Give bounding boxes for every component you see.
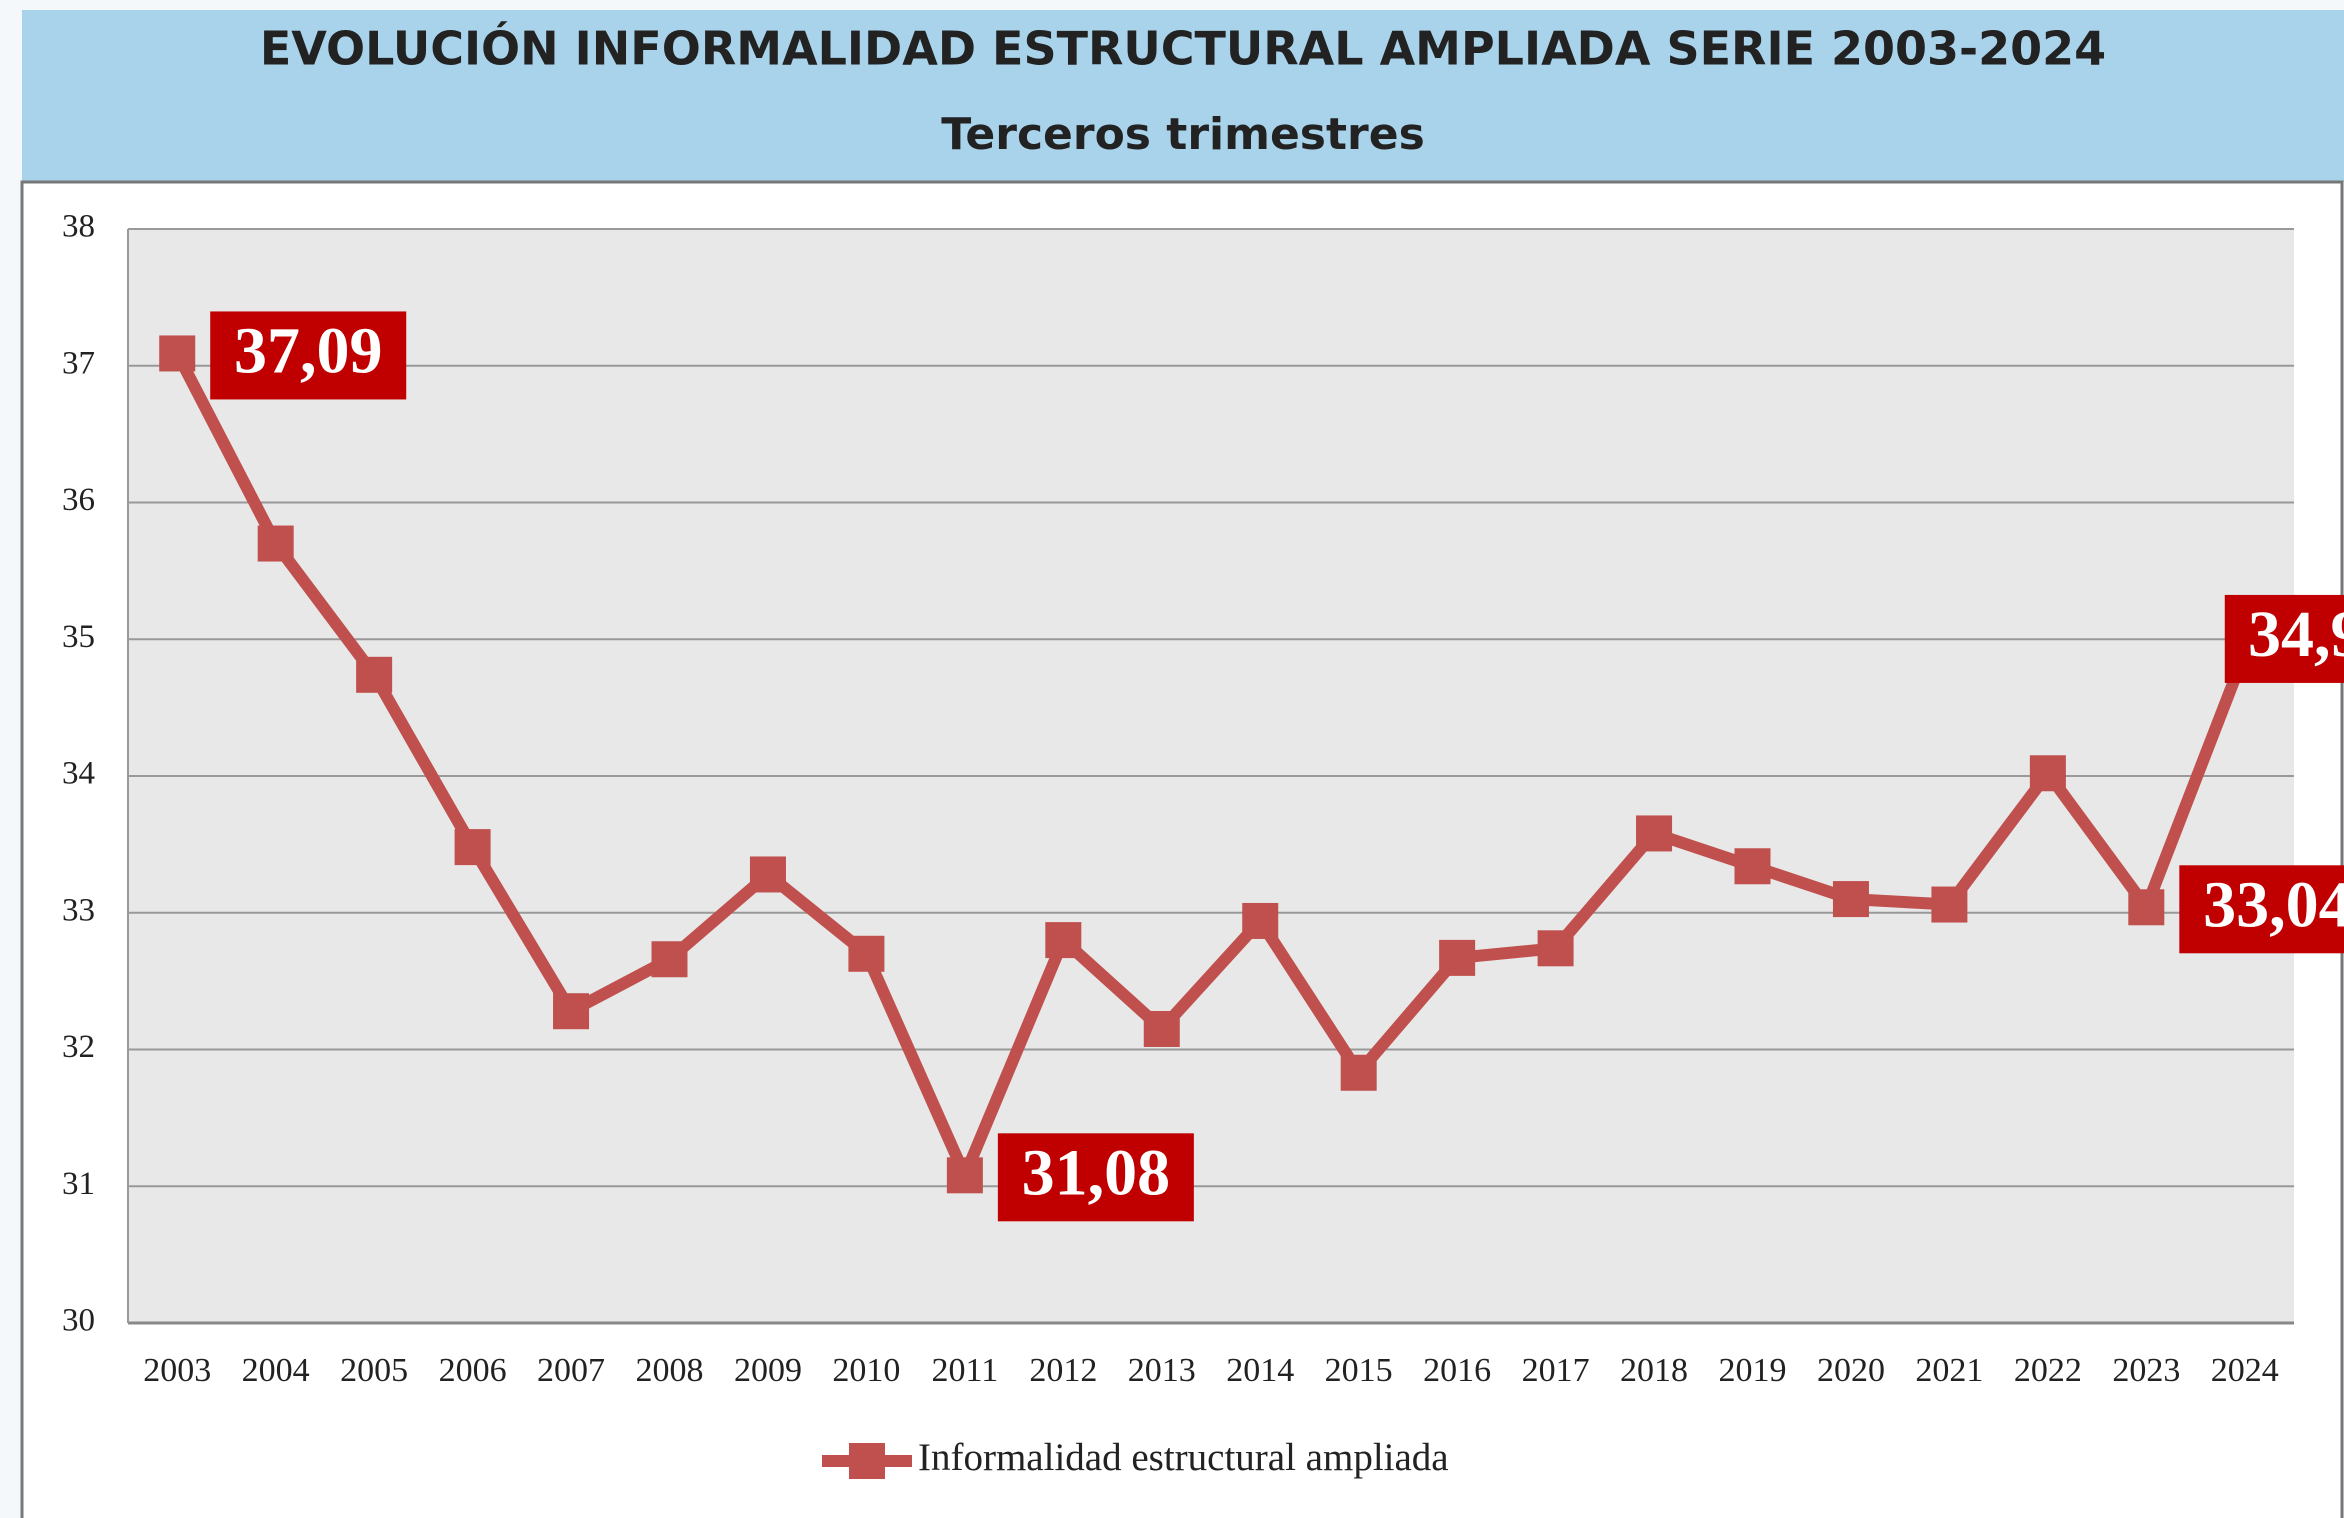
x-tick-label: 2016 — [1423, 1352, 1491, 1389]
x-tick-label: 2021 — [1915, 1352, 1983, 1389]
y-tick-label: 38 — [62, 209, 95, 245]
chart-title: EVOLUCIÓN INFORMALIDAD ESTRUCTURAL AMPLI… — [260, 22, 2106, 76]
point-marker — [1439, 939, 1476, 976]
x-tick-label: 2015 — [1325, 1352, 1393, 1389]
value-label-box — [210, 311, 407, 400]
value-label-box — [2224, 594, 2344, 683]
point-marker — [454, 829, 491, 866]
point-marker — [1340, 1054, 1377, 1091]
x-tick-label: 2019 — [1719, 1352, 1787, 1389]
x-tick-label: 2006 — [439, 1352, 507, 1389]
point-marker — [946, 1157, 983, 1194]
value-label: 33,04 — [2203, 868, 2344, 941]
legend-marker — [849, 1443, 885, 1479]
x-tick-label: 2011 — [931, 1352, 998, 1389]
x-tick-label: 2018 — [1620, 1352, 1688, 1389]
point-marker — [1636, 815, 1673, 852]
point-marker — [2128, 889, 2165, 926]
point-marker — [1045, 922, 1082, 959]
value-label-box — [2179, 865, 2344, 954]
point-marker — [1537, 930, 1574, 967]
y-tick-label: 30 — [62, 1303, 95, 1339]
y-tick-label: 37 — [62, 345, 95, 381]
header-band — [22, 10, 2344, 182]
x-tick-label: 2024 — [2211, 1352, 2279, 1389]
x-tick-label: 2014 — [1226, 1352, 1294, 1389]
point-marker — [1734, 848, 1771, 885]
y-tick-label: 36 — [62, 482, 95, 518]
point-marker — [1242, 902, 1279, 939]
value-label: 31,08 — [1022, 1136, 1171, 1209]
chart-subtitle: Terceros trimestres — [941, 109, 1425, 160]
point-marker — [1143, 1010, 1180, 1047]
point-marker — [159, 335, 196, 372]
x-tick-label: 2007 — [537, 1352, 605, 1389]
series-line — [171, 350, 2251, 1182]
y-tick-label: 35 — [62, 619, 95, 655]
point-marker — [749, 856, 786, 893]
value-label-box — [997, 1133, 1194, 1222]
point-marker — [848, 935, 885, 972]
x-tick-label: 2005 — [340, 1352, 408, 1389]
point-marker — [2029, 755, 2066, 792]
y-tick-label: 32 — [62, 1029, 95, 1065]
x-tick-label: 2013 — [1128, 1352, 1196, 1389]
x-tick-label: 2009 — [734, 1352, 802, 1389]
x-tick-label: 2003 — [143, 1352, 211, 1389]
x-tick-label: 2020 — [1817, 1352, 1885, 1389]
x-tick-label: 2008 — [636, 1352, 704, 1389]
x-tick-label: 2010 — [832, 1352, 900, 1389]
point-marker — [356, 656, 393, 693]
y-tick-label: 33 — [62, 892, 95, 928]
x-tick-label: 2012 — [1029, 1352, 1097, 1389]
legend-label: Informalidad estructural ampliada — [918, 1436, 1449, 1479]
point-marker — [651, 941, 688, 978]
x-tick-label: 2023 — [2112, 1352, 2180, 1389]
point-marker — [1832, 881, 1869, 918]
value-label: 34,9 — [2248, 598, 2344, 671]
y-tick-label: 31 — [62, 1166, 95, 1202]
x-tick-label: 2022 — [2014, 1352, 2082, 1389]
x-tick-label: 2004 — [242, 1352, 310, 1389]
point-marker — [553, 993, 590, 1030]
point-marker — [1931, 886, 1968, 923]
y-tick-label: 34 — [62, 756, 95, 792]
x-tick-label: 2017 — [1522, 1352, 1590, 1389]
point-marker — [257, 525, 294, 562]
value-label: 37,09 — [234, 315, 383, 388]
